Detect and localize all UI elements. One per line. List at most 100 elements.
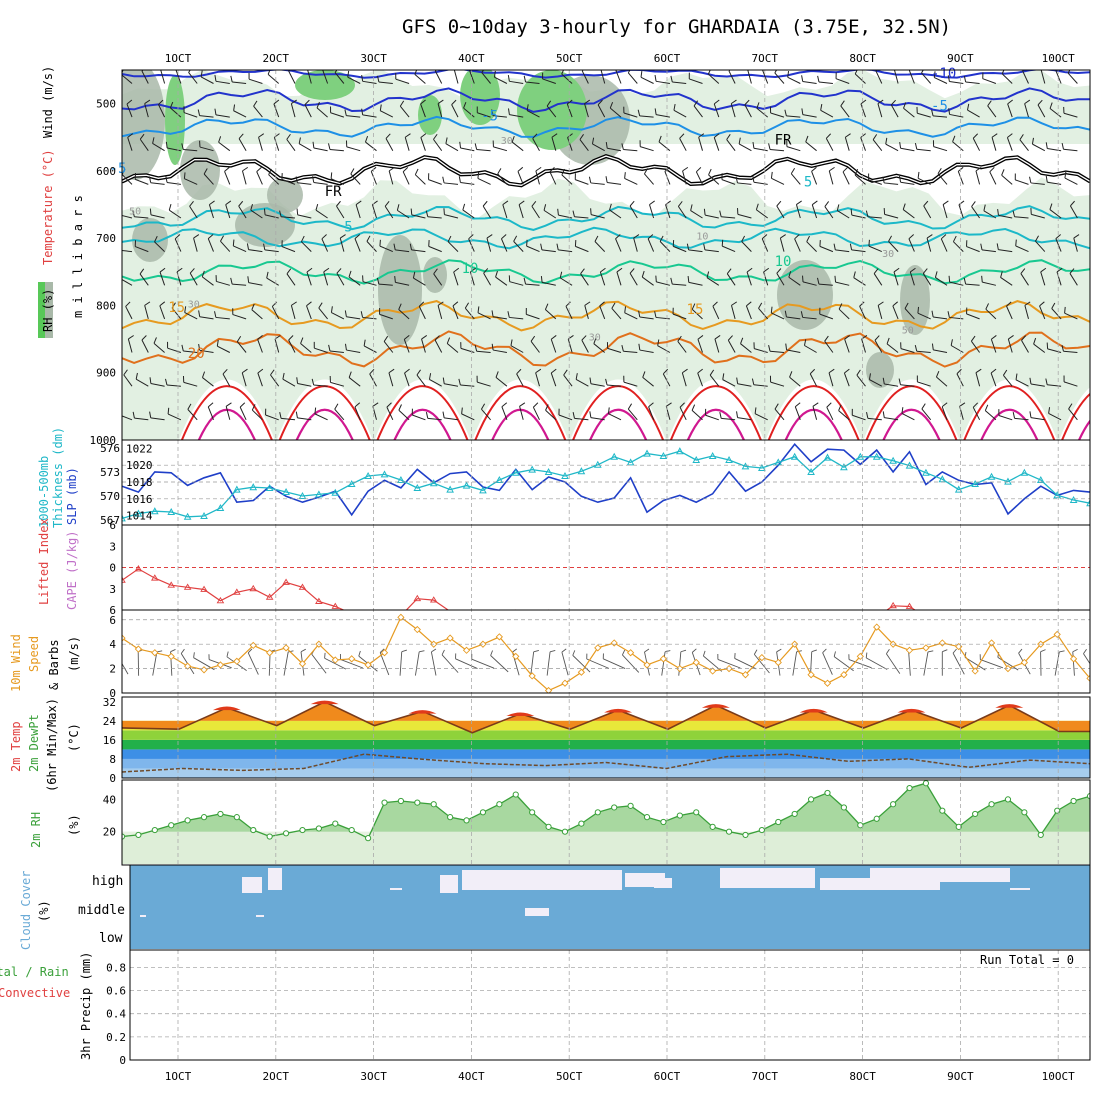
wind10-barb <box>678 649 687 676</box>
wind-barb <box>420 133 427 151</box>
wind10-barb <box>180 648 195 675</box>
temp-fill-orange <box>122 701 1090 733</box>
wind-barb <box>1068 403 1078 421</box>
thickness-point <box>840 463 848 471</box>
contour-25 <box>376 385 469 440</box>
rh2m-point <box>250 826 257 834</box>
wind10-point <box>1053 630 1061 639</box>
thickness-point <box>122 514 126 522</box>
wind-barb <box>722 373 736 387</box>
wind-barb <box>122 414 133 421</box>
thickness-tick: 576 <box>100 442 120 455</box>
wind10-barb <box>152 650 163 676</box>
wind-barb <box>507 108 524 118</box>
wind10-point <box>709 667 717 675</box>
wind-barb <box>1014 173 1029 185</box>
wind-barb <box>491 310 507 320</box>
contour-label: 5 <box>804 174 812 190</box>
wind-barb <box>708 168 720 185</box>
wind-barb <box>492 140 508 152</box>
panel-frames <box>121 69 1091 1061</box>
wind-barb <box>1029 176 1045 185</box>
thickness-point <box>1086 499 1090 507</box>
wind-barb <box>914 142 931 152</box>
wind-barb <box>238 200 247 219</box>
wind-barb <box>1061 142 1078 152</box>
wind-barb <box>874 335 883 353</box>
wind-barb <box>159 267 166 286</box>
precip-tick: 0.8 <box>106 961 126 974</box>
wind10-point <box>200 666 208 674</box>
thickness-point <box>692 455 701 463</box>
wind-barb <box>1001 169 1013 185</box>
contour-5b <box>122 226 1090 250</box>
rh2m-point <box>643 814 651 821</box>
wind-barb <box>597 99 606 118</box>
day-label-top: 9OCT <box>947 52 974 65</box>
wind-barb <box>225 200 232 219</box>
day-label-top: 4OCT <box>458 52 485 65</box>
wind-barb <box>836 204 850 219</box>
wind10-left-labels: 10m Wind Speed & Barbs (m/s) <box>9 634 81 692</box>
wind-barb <box>215 275 230 286</box>
wind-barb <box>329 376 345 387</box>
wind-barb <box>149 377 165 387</box>
wind-barb <box>1021 335 1029 353</box>
wind-barb <box>794 234 801 252</box>
thickness-label-2: Thickness (dm) <box>51 427 65 528</box>
wind-barb <box>513 235 524 252</box>
wind-barb <box>344 310 361 320</box>
wind-barb <box>843 368 850 387</box>
wind-barb <box>139 268 149 286</box>
wind-barb <box>776 200 785 219</box>
li-tick: 0 <box>109 562 116 575</box>
cloud-panel <box>130 865 1090 949</box>
thickness-point <box>397 475 405 483</box>
wind-barb <box>735 176 752 185</box>
wind-barb <box>198 343 214 353</box>
wind-barb <box>1051 302 1062 320</box>
day-label-top: 5OCT <box>556 52 583 65</box>
wind-barb <box>952 235 964 252</box>
precip-tick: 0.6 <box>106 985 126 998</box>
thickness-point <box>298 491 307 499</box>
wind-barb <box>787 71 801 84</box>
wind10-point <box>544 686 553 693</box>
wind-barb <box>981 275 997 286</box>
wind-barb <box>590 208 605 219</box>
wind-barb <box>579 134 589 152</box>
contour-label: FR <box>775 133 792 149</box>
rh2m-unit: (%) <box>67 814 81 836</box>
contour-30 <box>686 408 745 440</box>
wind-barb <box>250 203 263 219</box>
wind-barb <box>736 377 752 387</box>
wind-barb <box>868 173 882 185</box>
wind-barb <box>495 371 508 387</box>
wind-barb <box>572 412 589 421</box>
wind-barb <box>769 106 785 118</box>
wind-barb <box>144 301 151 320</box>
rh2m-point <box>381 799 388 806</box>
wind-barb <box>411 408 426 421</box>
rh2m-point <box>676 812 683 819</box>
li-tick: 3 <box>109 540 116 553</box>
wind-barb <box>997 208 1013 219</box>
precip-axis-label: 3hr Precip (mm) <box>79 952 93 1060</box>
wind-barb <box>483 268 492 286</box>
wind-barb <box>543 204 557 219</box>
rh2m-point <box>217 810 224 818</box>
wind-barb <box>947 311 964 320</box>
wind-barb <box>736 208 752 219</box>
wind-barb <box>654 74 670 84</box>
wind-barb <box>1045 378 1062 387</box>
wind-barb <box>290 99 297 118</box>
li-point <box>298 583 307 590</box>
thickness-point <box>249 483 258 491</box>
wind-barb <box>328 344 344 353</box>
wind-barb <box>908 70 915 84</box>
wind-barb <box>788 271 801 286</box>
wind-barb <box>824 335 834 353</box>
wind-barb <box>323 267 330 286</box>
thickness-point <box>659 451 668 459</box>
rh2m-point <box>233 814 240 821</box>
